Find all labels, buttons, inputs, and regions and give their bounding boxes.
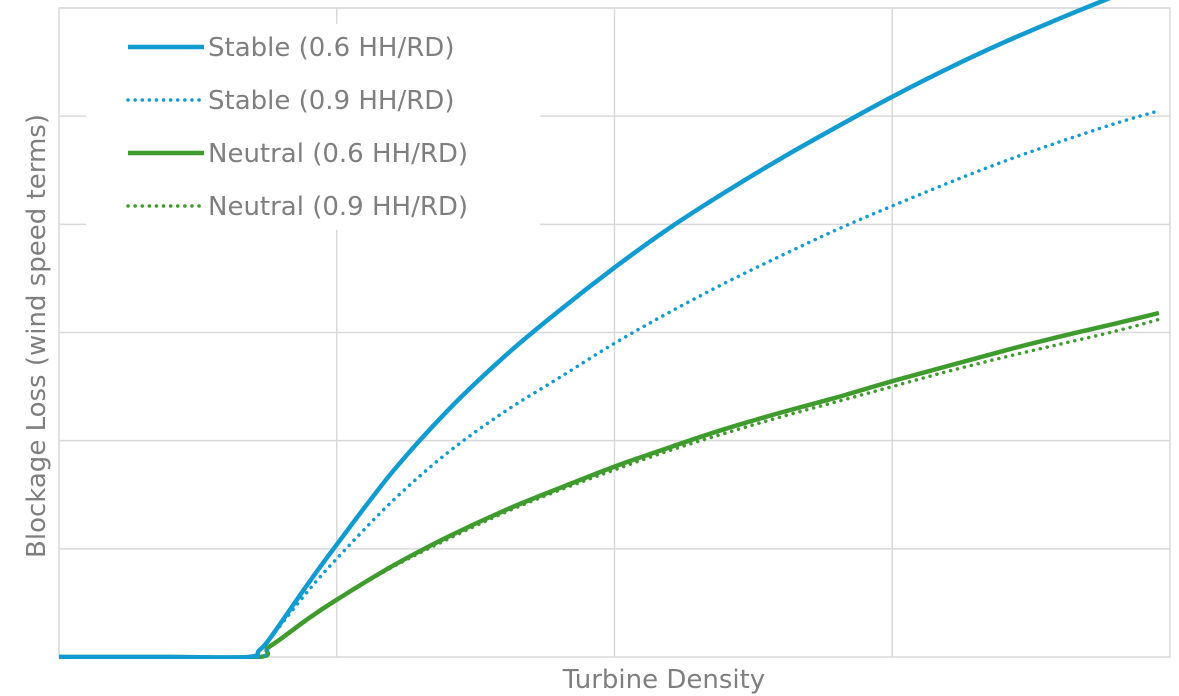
x-axis-title: Turbine Density [562,665,765,695]
series-line-4 [59,317,1161,659]
series-line-2 [59,109,1161,659]
series-line-1 [59,0,1111,659]
legend-label: Stable (0.6 HH/RD) [208,33,454,63]
series-line-3 [59,310,1160,659]
y-axis-title: Blockage Loss (wind speed terms) [22,114,52,558]
legend-box [86,24,540,230]
series-lines [59,0,1161,659]
legend-label: Neutral (0.6 HH/RD) [208,139,468,169]
plot-frame [58,7,1171,658]
legend: Stable (0.6 HH/RD) Stable (0.9 HH/RD) Neut… [126,33,468,222]
legend-label: Stable (0.9 HH/RD) [208,86,454,116]
legend-label: Neutral (0.9 HH/RD) [208,192,468,222]
